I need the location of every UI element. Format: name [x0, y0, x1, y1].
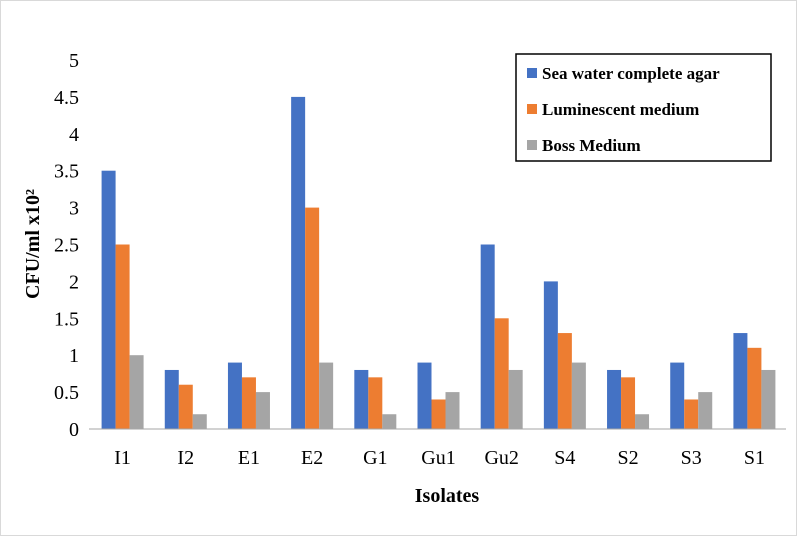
bar	[621, 377, 636, 429]
x-tick-label: I2	[177, 447, 194, 469]
x-tick-label: Gu1	[421, 447, 455, 469]
legend-swatch	[527, 68, 537, 78]
x-tick-label: S2	[617, 447, 638, 469]
bar	[354, 369, 369, 429]
y-tick-label: 2	[69, 271, 79, 293]
bar	[684, 399, 699, 429]
y-tick-label: 3	[69, 198, 79, 220]
y-tick-label: 1	[69, 345, 79, 367]
x-tick-label: S3	[681, 447, 702, 469]
x-tick-label: E1	[238, 447, 260, 469]
x-tick-label: Gu2	[484, 447, 518, 469]
y-axis-ticks: 0 0.5 1 1.5 2 2.5 3 3.5 4 4.5 5	[54, 50, 79, 441]
bar	[543, 281, 558, 429]
bar	[494, 318, 509, 429]
bar	[508, 369, 523, 429]
bar	[747, 347, 762, 429]
bar	[178, 384, 193, 429]
bars	[101, 96, 776, 430]
x-axis-title: Isolates	[415, 485, 480, 507]
y-tick-label: 0.5	[54, 382, 79, 404]
legend-swatch	[527, 140, 537, 150]
bar	[382, 414, 397, 429]
x-tick-label: E2	[301, 447, 323, 469]
x-tick-label: G1	[363, 447, 387, 469]
legend-label: Luminescent medium	[542, 100, 699, 119]
y-tick-label: 4	[69, 124, 79, 146]
bar	[192, 414, 207, 429]
legend-swatch	[527, 104, 537, 114]
bar	[571, 362, 586, 429]
bar	[115, 244, 130, 429]
bar	[557, 333, 572, 429]
legend-label: Sea water complete agar	[542, 64, 720, 83]
bar	[101, 170, 116, 429]
bar	[129, 355, 144, 429]
bar	[480, 244, 495, 429]
x-tick-label: S1	[744, 447, 765, 469]
bar	[291, 96, 306, 430]
bar	[305, 207, 320, 429]
y-tick-label: 1.5	[54, 308, 79, 330]
y-tick-label: 0	[69, 419, 79, 441]
bar	[733, 333, 748, 429]
bar	[761, 369, 776, 429]
y-tick-label: 2.5	[54, 235, 79, 257]
bar	[698, 392, 713, 429]
bar	[368, 377, 383, 429]
bar	[164, 369, 179, 429]
y-axis-title: CFU/ml x10²	[22, 189, 44, 299]
bar	[417, 362, 432, 429]
legend-label: Boss Medium	[542, 136, 641, 155]
bar	[445, 392, 460, 429]
y-tick-label: 4.5	[54, 87, 79, 109]
x-tick-label: S4	[554, 447, 575, 469]
legend: Sea water complete agar Luminescent mediu…	[515, 53, 772, 162]
bar	[227, 362, 242, 429]
bar	[670, 362, 685, 429]
bar	[255, 392, 270, 429]
x-tick-label: I1	[114, 447, 131, 469]
bar	[635, 414, 650, 429]
legend-box	[515, 53, 772, 162]
bar	[241, 377, 256, 429]
bar	[319, 362, 334, 429]
bar	[607, 369, 622, 429]
bar	[431, 399, 446, 429]
y-tick-label: 3.5	[54, 161, 79, 183]
x-axis-ticks: I1 I2 E1 E2 G1 Gu1 Gu2 S4 S2 S3 S1	[114, 447, 765, 469]
y-tick-label: 5	[69, 50, 79, 72]
